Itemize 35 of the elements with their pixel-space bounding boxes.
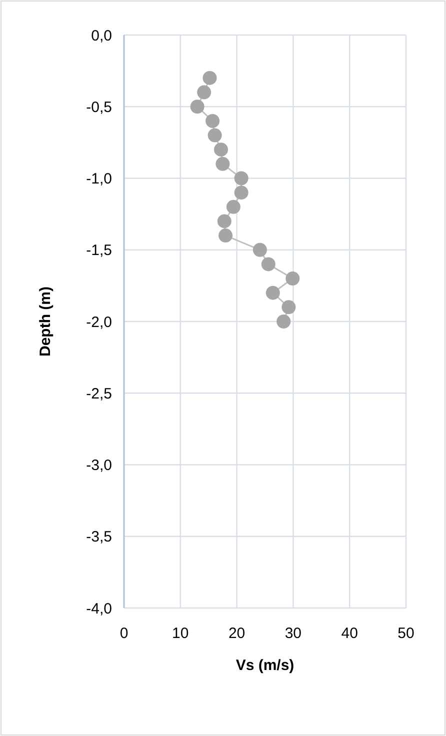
point bbox=[206, 114, 220, 128]
point bbox=[286, 272, 300, 286]
y-tick-label: -0,5 bbox=[86, 98, 112, 116]
point bbox=[276, 314, 291, 328]
point bbox=[216, 156, 230, 171]
y-tick-label: -3,0 bbox=[86, 457, 112, 474]
point bbox=[234, 171, 248, 186]
x-axis-title: Vs (m/s) bbox=[236, 657, 294, 674]
point bbox=[252, 242, 267, 257]
point bbox=[226, 200, 240, 214]
x-tick-label: 10 bbox=[172, 625, 189, 642]
y-tick-label: -2,0 bbox=[86, 314, 112, 331]
point bbox=[266, 286, 280, 300]
point bbox=[261, 257, 276, 272]
x-tick-label: 30 bbox=[284, 625, 302, 642]
x-tick-label: 50 bbox=[398, 625, 414, 642]
x-tick-label: 0 bbox=[120, 625, 128, 642]
y-tick-label: -3,5 bbox=[86, 528, 112, 546]
y-axis-title: Depth (m) bbox=[37, 286, 54, 356]
point bbox=[218, 228, 233, 243]
y-tick-label: -4,0 bbox=[86, 600, 112, 618]
point bbox=[208, 128, 222, 142]
point bbox=[214, 142, 228, 157]
x-tick-label: 20 bbox=[228, 625, 246, 642]
point bbox=[282, 300, 296, 314]
point bbox=[217, 214, 232, 228]
x-tick-label: 40 bbox=[341, 625, 358, 642]
point bbox=[190, 100, 204, 114]
y-tick-label: -1,5 bbox=[86, 242, 112, 260]
point bbox=[234, 186, 248, 200]
y-tick-label: 0,0 bbox=[91, 27, 112, 44]
point bbox=[202, 70, 217, 85]
point bbox=[197, 85, 212, 100]
y-tick-label: -1,0 bbox=[86, 170, 112, 188]
y-tick-label: -2,5 bbox=[86, 385, 112, 402]
